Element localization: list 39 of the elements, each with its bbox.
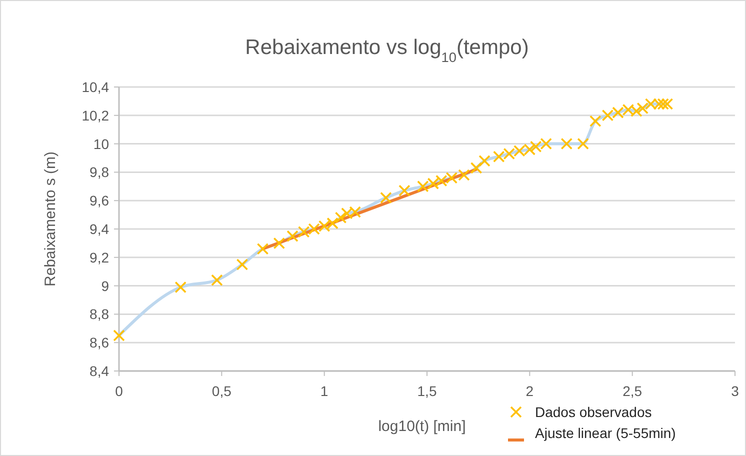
x-tick-label: 0: [115, 383, 124, 399]
point: [113, 330, 125, 342]
point: [470, 162, 482, 174]
x-tick-label: 0,5: [212, 383, 232, 399]
x-tick-label: 1: [320, 383, 328, 399]
point: [273, 237, 286, 250]
x-tick-label: 3: [731, 383, 740, 399]
x-tick-label: 1,5: [417, 383, 437, 399]
y-axis-title: Rebaixamento s (m): [42, 151, 59, 287]
y-tick-label: 8,4: [90, 363, 110, 379]
point: [334, 212, 347, 224]
point: [211, 274, 223, 286]
point: [380, 192, 392, 204]
chart-title: Rebaixamento vs log$_{10}$(tempo): [245, 36, 529, 64]
y-tick-label: 8,8: [90, 306, 110, 322]
point: [636, 102, 648, 114]
x-tick-label: 2,5: [622, 383, 642, 399]
point: [174, 281, 186, 294]
legend-label: Dados observados: [535, 404, 652, 420]
legend-label: Ajuste linear (5-55min): [535, 425, 676, 441]
point: [286, 230, 298, 242]
y-tick-label: 9,4: [90, 221, 110, 237]
point: [398, 184, 410, 197]
y-tick-label: 10: [93, 136, 110, 152]
x-axis-title: log10(t) [min]: [378, 418, 466, 435]
point: [256, 242, 269, 255]
y-tick-label: 9,2: [90, 249, 110, 266]
x-tick-label: 2: [526, 383, 534, 399]
point: [589, 115, 602, 127]
y-tick-label: 10,4: [82, 79, 110, 95]
point: [478, 154, 490, 167]
y-tick-label: 9,8: [90, 164, 110, 180]
y-tick-label: 9: [101, 278, 110, 294]
point: [560, 138, 573, 150]
y-tick-label: 10,2: [82, 107, 110, 124]
y-tick-label: 9,6: [90, 192, 110, 209]
point: [577, 138, 589, 150]
point: [236, 258, 248, 270]
y-tick-label: 8,6: [90, 334, 110, 351]
